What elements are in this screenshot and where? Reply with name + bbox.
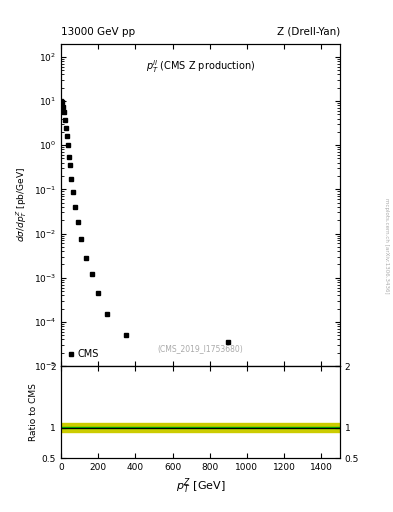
Text: mcplots.cern.ch [arXiv:1306.3436]: mcplots.cern.ch [arXiv:1306.3436] bbox=[384, 198, 389, 293]
Text: 13000 GeV pp: 13000 GeV pp bbox=[61, 27, 135, 37]
Bar bbox=[61, 426, 340, 429]
Y-axis label: Ratio to CMS: Ratio to CMS bbox=[29, 383, 37, 441]
X-axis label: $p_T^Z$ [GeV]: $p_T^Z$ [GeV] bbox=[176, 476, 225, 496]
Text: (CMS_2019_I1753680): (CMS_2019_I1753680) bbox=[158, 344, 243, 353]
Text: Z (Drell-Yan): Z (Drell-Yan) bbox=[277, 27, 340, 37]
Legend: CMS: CMS bbox=[66, 347, 101, 361]
Y-axis label: $d\sigma/dp_T^Z$ [pb/GeV]: $d\sigma/dp_T^Z$ [pb/GeV] bbox=[15, 167, 29, 242]
Text: $p_T^{ll}$ (CMS Z production): $p_T^{ll}$ (CMS Z production) bbox=[146, 58, 255, 75]
Bar bbox=[61, 423, 340, 432]
